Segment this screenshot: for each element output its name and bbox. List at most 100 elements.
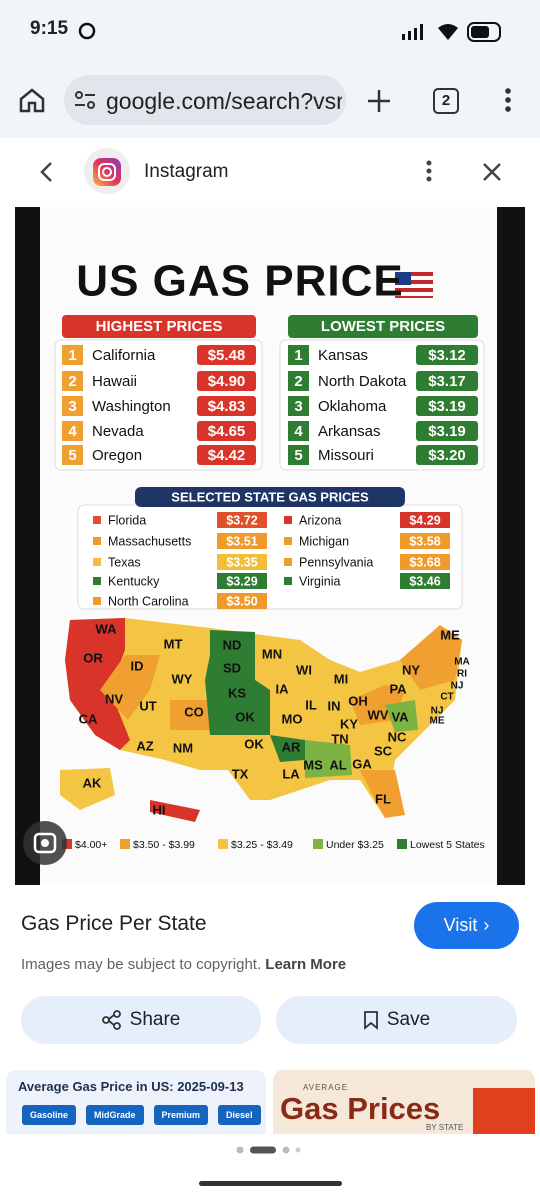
share-button[interactable]: Share [21,996,261,1044]
price: $3.50 [226,594,257,608]
panel-heading-bg [62,315,256,338]
state-name: Kansas [318,347,368,364]
notice-text: Images may be subject to copyright. [21,956,262,973]
infographic: WA OR CA NV ID MT WY UT CO AZ NM ND SD KS OK OK TX MN IA MO… [15,207,525,885]
state-label: NM [173,740,193,755]
legend-swatch [313,839,323,849]
state-label: WA [96,621,118,636]
home-button[interactable] [18,86,46,114]
tab-count[interactable]: 2 [433,88,459,114]
state-label: ID [131,658,144,673]
state-name: Florida [108,513,146,527]
page-indicator [236,1146,301,1154]
state-label: FL [375,791,391,806]
related-card[interactable]: AVERAGE Gas Prices BY STATE [273,1070,535,1134]
back-button[interactable] [36,160,58,184]
state-name: North Carolina [108,594,189,608]
url-bar[interactable] [64,75,346,125]
price: $3.46 [409,574,440,588]
price-chip [416,421,478,441]
state-bullet [93,597,101,605]
new-tab[interactable] [366,88,392,114]
price-chip [400,554,450,570]
price-chip [416,345,478,365]
state-label: ME [430,716,445,727]
state-label: CT [440,692,453,703]
rank-number: 4 [294,423,303,440]
price: $4.90 [208,373,246,390]
save-button[interactable]: Save [276,996,517,1044]
legend-swatch [120,839,130,849]
state-label: OK [235,709,255,724]
price: $3.35 [226,555,257,569]
state-label: AK [83,775,102,790]
site-info[interactable] [74,90,96,110]
related-title: Average Gas Price in US: 2025-09-13 [18,1079,244,1094]
price-chip [400,512,450,528]
state-bullet [284,516,292,524]
status-time: 9:15 [30,18,69,39]
legend-label: Lowest 5 States [410,839,485,851]
state-label: WV [368,707,389,722]
price-chip [416,371,478,391]
price-chip [400,573,450,589]
rank-badge [288,396,309,416]
home-indicator [199,1181,342,1186]
visit-label: Visit [443,915,478,935]
state-bullet [284,577,292,585]
state-name: Washington [92,398,171,415]
status-icon [78,22,96,40]
legend-swatch [397,839,407,849]
related-chip: Diesel [218,1105,261,1125]
state-name: Oregon [92,447,142,464]
related-kicker: AVERAGE [303,1083,349,1092]
copyright-notice: Images may be subject to copyright. Lear… [21,956,346,973]
rank-badge [62,345,83,365]
state-label: PA [389,681,407,696]
price: $3.17 [428,373,466,390]
close-button[interactable] [481,161,503,183]
related-chip: Gasoline [22,1105,77,1125]
rank-badge [62,421,83,441]
state-label: MO [282,711,303,726]
state-label: ND [223,637,242,652]
us-map: WA OR CA NV ID MT WY UT CO AZ NM ND SD KS OK OK TX MN IA MO… [60,618,470,822]
state-label: MT [164,636,183,651]
price-chip [217,593,267,609]
price-chip [197,396,256,416]
rank-number: 2 [294,373,302,390]
state-label: HI [153,802,166,817]
price: $5.48 [208,347,246,364]
source-name[interactable]: Instagram [144,161,229,182]
state-label: MI [334,671,348,686]
state-name: Nevada [92,423,144,440]
price: $3.19 [428,423,466,440]
state-bullet [93,558,101,566]
state-label: CO [184,704,204,719]
rank-badge [62,445,83,465]
status-icons [402,22,501,42]
rank-number: 5 [68,447,76,464]
related-chip: Premium [153,1105,209,1125]
viewer-menu[interactable] [422,158,436,186]
state-label: IL [305,697,317,712]
state-label: VA [391,709,409,724]
learn-more-link[interactable]: Learn More [265,956,347,973]
selected-heading: SELECTED STATE GAS PRICES [171,489,369,504]
selected-heading-bg [135,487,405,507]
panel-heading: HIGHEST PRICES [96,318,223,335]
price-chip [400,533,450,549]
price: $3.12 [428,347,466,364]
state-label: SD [223,660,241,675]
menu-button[interactable] [500,86,516,114]
price-chip [416,445,478,465]
state-label: RI [457,669,467,680]
price-chip [217,554,267,570]
state-label: TX [232,766,249,781]
price: $3.68 [409,555,440,569]
visit-button[interactable]: Visit › [414,902,519,949]
lens-button[interactable] [22,820,68,866]
rank-badge [288,345,309,365]
related-card[interactable]: Average Gas Price in US: 2025-09-13 Gaso… [6,1070,266,1134]
panel-heading-bg [288,315,478,338]
